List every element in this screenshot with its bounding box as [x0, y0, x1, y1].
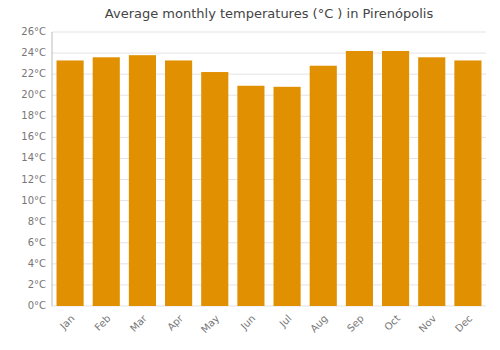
y-axis-line [52, 32, 53, 306]
y-tick-label: 16°C [21, 131, 46, 142]
bar [274, 87, 301, 306]
x-tick-label: May [199, 313, 221, 335]
y-tick-label: 14°C [21, 152, 46, 163]
page: {"chart_data": {"type": "bar", "title": … [0, 0, 500, 350]
x-tick-label: Jun [238, 313, 258, 333]
chart-svg: 0°C 2°C 4°C 6°C 8°C 10°C 12°C 14°C 16°C 18°C 20°C 2… [0, 0, 500, 350]
y-tick-label: 10°C [21, 195, 46, 206]
bar [454, 60, 481, 306]
x-tick-label: Dec [453, 313, 474, 334]
y-tick-label: 26°C [21, 26, 46, 37]
x-tick-label: Mar [128, 312, 150, 334]
bar [201, 72, 228, 306]
bar [93, 57, 120, 306]
grid [52, 32, 486, 306]
y-tick-label: 12°C [21, 174, 46, 185]
x-tick-label: Nov [417, 313, 439, 335]
x-tick-label: Feb [92, 313, 112, 333]
x-tick-label: Oct [382, 313, 402, 333]
y-tick-label: 2°C [28, 279, 46, 290]
y-tick-label: 8°C [28, 216, 46, 227]
bar [57, 60, 84, 306]
bar [165, 60, 192, 306]
bar [310, 66, 337, 306]
grid-line [52, 32, 486, 33]
y-tick-label: 18°C [21, 110, 46, 121]
chart-container: 0°C 2°C 4°C 6°C 8°C 10°C 12°C 14°C 16°C 18°C 20°C 2… [0, 0, 500, 350]
x-tick-label: Jul [277, 313, 294, 330]
bar [418, 57, 445, 306]
x-tick-label: Apr [165, 312, 186, 333]
bar [382, 51, 409, 306]
bar [346, 51, 373, 306]
bar [129, 55, 156, 306]
y-tick-label: 20°C [21, 89, 46, 100]
title: Average monthly temperatures (°C ) in Pi… [105, 6, 434, 21]
y-tick-label: 4°C [28, 258, 46, 269]
y-tick-label: 22°C [21, 68, 46, 79]
y-tick-label: 24°C [21, 47, 46, 58]
bars [57, 51, 482, 306]
y-tick-label: 6°C [28, 237, 46, 248]
y-tick-label: 0°C [28, 300, 46, 311]
grid-line [52, 53, 486, 54]
bar [237, 86, 264, 306]
x-tick-label: Aug [308, 313, 330, 335]
x-tick-label: Jan [57, 313, 76, 332]
x-tick-label: Sep [345, 313, 366, 334]
